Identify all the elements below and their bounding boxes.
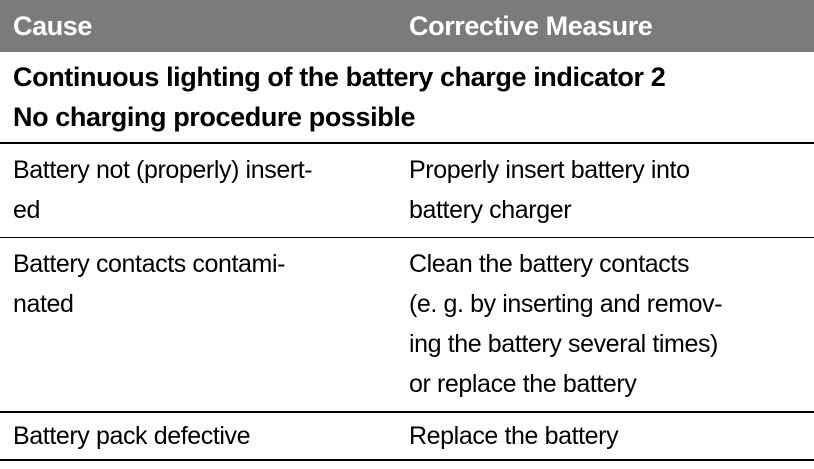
table-row-battery-contacts-contaminated: Battery contacts contami- nated Clean th… — [0, 238, 814, 411]
column-header-corrective-measure: Corrective Measure — [409, 10, 653, 41]
measure-text-line: Clean the battery contacts — [409, 250, 690, 278]
table-bottom-border — [0, 458, 814, 461]
cause-text-line: Battery pack defective — [13, 421, 251, 450]
section-header: Continuous lighting of the battery charg… — [0, 52, 814, 142]
table-header-row: Cause Corrective Measure — [0, 0, 814, 52]
measure-text-line: Replace the battery — [409, 421, 619, 450]
measure-cell: Clean the battery contacts (e. g. by ins… — [396, 244, 814, 404]
table-row-battery-not-inserted: Battery not (properly) insert- ed Proper… — [0, 144, 814, 237]
cause-cell: Battery contacts contami- nated — [0, 244, 396, 404]
cause-text-line: nated — [13, 290, 74, 318]
row-divider — [0, 411, 814, 413]
measure-cell: Replace the battery — [396, 416, 814, 456]
cause-text-line: ed — [13, 195, 41, 224]
column-header-cause: Cause — [13, 10, 93, 41]
cause-cell: Battery pack defective — [0, 416, 396, 456]
cause-text-line: Battery not (properly) insert- — [13, 155, 313, 184]
measure-text-line: or replace the battery — [409, 370, 637, 398]
section-header-line-2: No charging procedure possible — [13, 102, 416, 132]
measure-text-line: (e. g. by inserting and remov- — [409, 290, 723, 318]
cause-text-line: Battery contacts contami- — [13, 250, 286, 278]
measure-cell: Properly insert battery into battery cha… — [396, 150, 814, 230]
row-divider — [0, 142, 814, 144]
row-divider — [0, 236, 814, 238]
table-row-battery-pack-defective: Battery pack defective Replace the batte… — [0, 413, 814, 459]
measure-text-line: Properly insert battery into — [409, 155, 690, 184]
measure-text-line: battery charger — [409, 195, 572, 224]
section-header-line-1: Continuous lighting of the battery charg… — [13, 62, 666, 92]
cause-cell: Battery not (properly) insert- ed — [0, 150, 396, 230]
measure-text-line: ing the battery several times) — [409, 330, 718, 358]
